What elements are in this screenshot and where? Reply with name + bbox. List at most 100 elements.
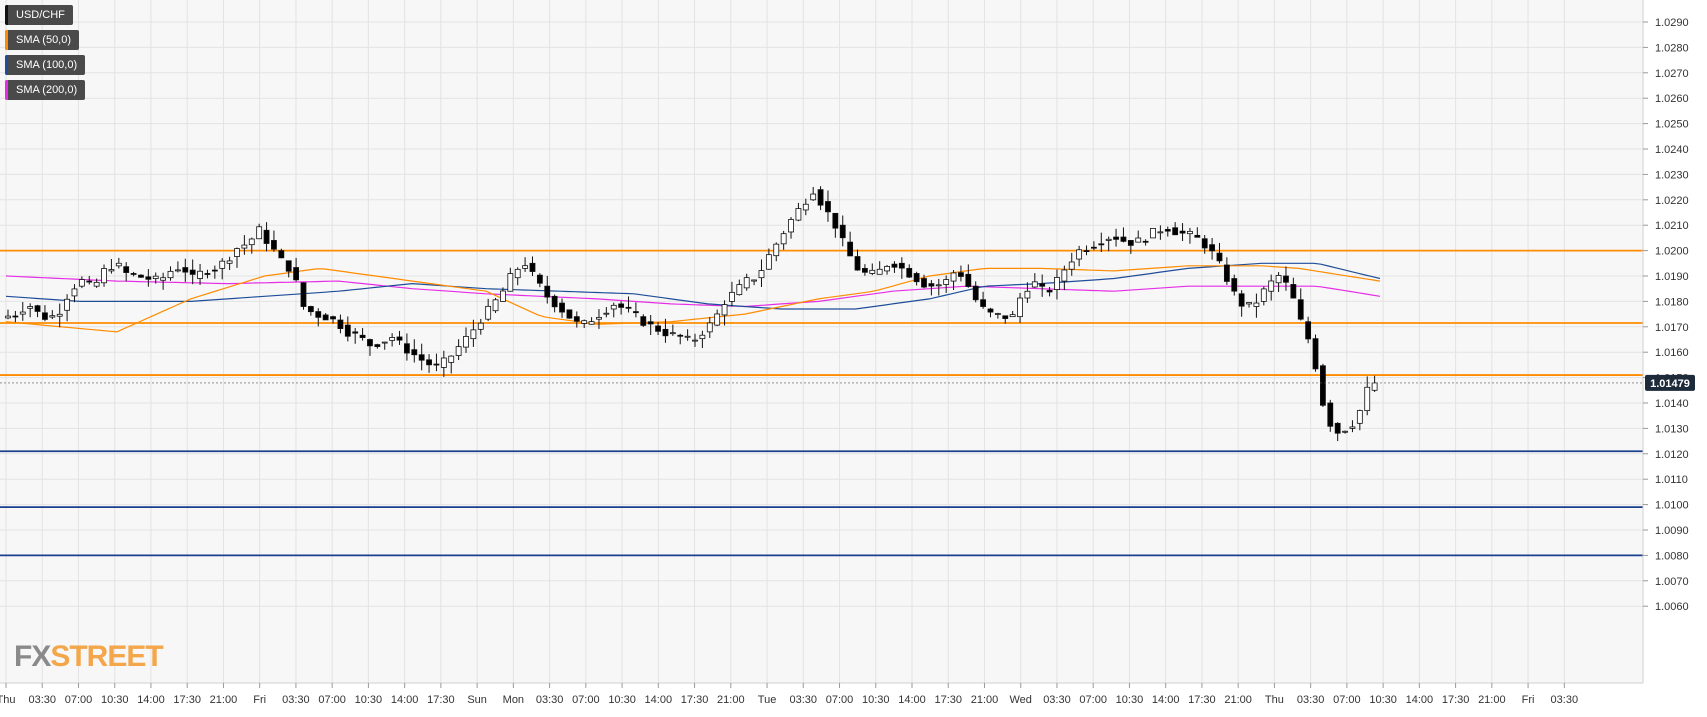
candle-up: [1061, 269, 1068, 282]
candle-down: [891, 263, 898, 268]
candle-down: [972, 285, 979, 301]
candle-down: [352, 331, 359, 334]
candle-up: [729, 291, 735, 302]
candle-down: [418, 354, 425, 361]
x-tick-label: 07:00: [1333, 694, 1361, 706]
candle-down: [330, 316, 336, 320]
legend-item[interactable]: SMA (200,0): [5, 80, 86, 100]
candle-down: [1172, 227, 1179, 236]
y-tick-label: 1.0070: [1655, 576, 1689, 588]
candle-down: [367, 339, 373, 347]
candle-up: [1157, 231, 1164, 234]
candle-down: [958, 272, 964, 277]
candle-up: [869, 269, 876, 274]
candle-down: [529, 262, 536, 272]
candle-down: [544, 285, 551, 298]
price-axis[interactable]: 1.0290 1.0280 1.0270 1.0260 1.0250 1.0240 1.02…: [1643, 17, 1689, 613]
x-tick-label: 21:00: [1478, 694, 1506, 706]
x-tick-label: 10:30: [1116, 694, 1144, 706]
candle-down: [34, 305, 41, 312]
x-tick-label: 14:00: [1406, 694, 1434, 706]
candle-up: [684, 335, 691, 338]
legend-item[interactable]: SMA (100,0): [5, 55, 86, 75]
x-tick-label: 14:00: [391, 694, 419, 706]
x-tick-label: Fri: [253, 694, 266, 706]
x-tick-label: 10:30: [608, 694, 636, 706]
candle-up: [1260, 288, 1267, 302]
legend-item[interactable]: USD/CHF: [5, 5, 73, 25]
candle-up: [1275, 275, 1282, 284]
x-tick-label: Thu: [0, 694, 15, 706]
candle-up: [1253, 302, 1260, 307]
candle-down: [573, 316, 580, 322]
candle-down: [138, 274, 144, 278]
candle-down: [293, 267, 299, 281]
candle-down: [1327, 402, 1334, 427]
time-axis[interactable]: Thu 03:30 07:00 10:30 14:00 17:30 21:00 Fri 03:3…: [0, 683, 1578, 706]
candle-up: [389, 337, 396, 341]
candle-up: [93, 281, 100, 287]
x-tick-label: 21:00: [717, 694, 745, 706]
candle-down: [12, 315, 19, 318]
candle-down: [1046, 289, 1053, 293]
y-tick-label: 1.0290: [1655, 17, 1689, 29]
candle-up: [743, 277, 750, 289]
legend-item[interactable]: SMA (50,0): [5, 30, 80, 50]
candle-up: [485, 305, 492, 320]
candle-down: [1098, 243, 1105, 246]
candle-down: [862, 267, 868, 273]
x-tick-label: 03:30: [282, 694, 310, 706]
x-tick-label: 03:30: [790, 694, 818, 706]
candle-down: [123, 266, 130, 273]
logo-street: STREET: [50, 640, 163, 673]
x-tick-label: 10:30: [1369, 694, 1397, 706]
candle-down: [1216, 252, 1223, 262]
candle-up: [381, 341, 388, 344]
candle-down: [1209, 244, 1215, 252]
plot-background: [0, 0, 1643, 683]
x-tick-label: Wed: [1010, 694, 1032, 706]
candle-down: [1334, 422, 1341, 434]
legend-swatch: [5, 80, 8, 100]
legend-swatch: [5, 30, 8, 50]
candle-up: [1371, 382, 1378, 391]
candle-up: [935, 284, 942, 287]
candle-up: [448, 355, 455, 363]
candle-up: [581, 320, 588, 324]
candle-down: [1283, 275, 1289, 283]
candle-down: [307, 306, 314, 313]
candle-up: [1246, 302, 1252, 305]
candle-up: [780, 233, 787, 245]
candle-down: [913, 273, 920, 283]
candle-up: [692, 339, 698, 342]
candle-up: [950, 272, 957, 282]
y-tick-label: 1.0090: [1655, 525, 1689, 537]
candle-down: [1223, 264, 1230, 282]
candle-down: [906, 267, 913, 278]
candle-down: [1201, 238, 1208, 249]
candle-up: [1349, 426, 1356, 429]
candle-down: [662, 328, 669, 337]
x-tick-label: 14:00: [137, 694, 165, 706]
x-tick-label: 03:30: [536, 694, 564, 706]
candle-up: [721, 304, 728, 316]
candle-down: [832, 212, 839, 229]
candle-down: [1290, 284, 1297, 299]
candle-up: [1009, 314, 1016, 318]
candle-down: [404, 343, 410, 354]
candle-up: [108, 269, 115, 272]
x-tick-label: 03:30: [1043, 694, 1071, 706]
y-tick-label: 1.0250: [1655, 119, 1689, 131]
candle-down: [618, 303, 625, 308]
candle-down: [344, 324, 351, 337]
candle-down: [1238, 293, 1245, 307]
x-tick-label: 07:00: [1079, 694, 1107, 706]
candle-up: [470, 329, 477, 340]
x-tick-label: 17:30: [681, 694, 709, 706]
y-tick-label: 1.0260: [1655, 93, 1689, 105]
candle-up: [1364, 386, 1371, 412]
y-tick-label: 1.0270: [1655, 68, 1689, 80]
x-tick-label: 03:30: [1297, 694, 1325, 706]
candle-up: [788, 219, 794, 233]
